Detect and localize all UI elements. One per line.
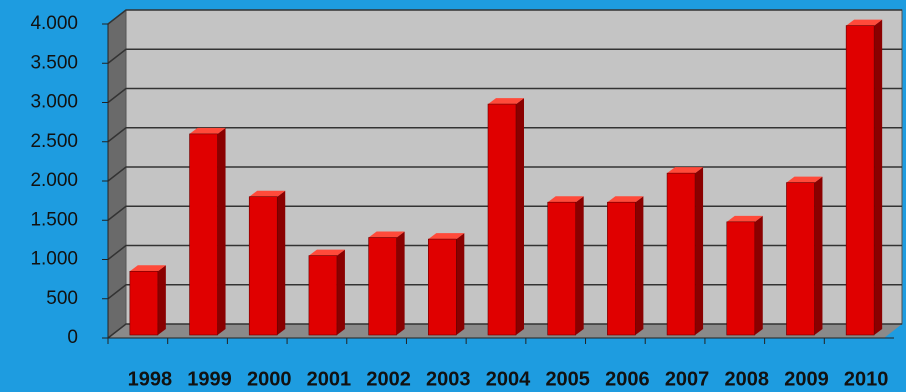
bar-top — [189, 127, 226, 134]
x-tick-label: 2000 — [247, 368, 292, 390]
grid-line — [107, 87, 902, 104]
x-tick-label: 2008 — [725, 368, 770, 390]
bar-top — [308, 249, 345, 256]
bar-top — [488, 98, 524, 105]
bar — [368, 237, 397, 336]
x-tick-label: 2003 — [426, 368, 471, 390]
bar — [607, 201, 636, 336]
bar — [129, 270, 159, 336]
bar-side — [217, 127, 226, 336]
x-tick-label: 2007 — [665, 368, 710, 390]
bar-top — [368, 231, 405, 238]
bar-side — [157, 265, 166, 335]
bar — [487, 103, 517, 336]
y-tick-label: 3.500 — [30, 52, 78, 73]
x-tick-label: 2010 — [844, 368, 889, 390]
bar-top — [428, 233, 465, 240]
y-tick-label: 500 — [46, 288, 78, 309]
bar — [845, 25, 875, 336]
x-tick-label: 1998 — [128, 368, 173, 390]
bar-top — [786, 176, 823, 183]
bar-top — [726, 215, 763, 222]
grid-line — [107, 166, 902, 182]
bar-side — [695, 167, 704, 335]
bar-top — [607, 196, 644, 203]
bar — [248, 196, 278, 336]
y-tick-label: 2.000 — [30, 170, 78, 191]
grid-line — [107, 48, 902, 64]
bar-side — [277, 190, 286, 335]
bar-side — [814, 176, 823, 335]
x-tick-label: 2009 — [784, 368, 829, 390]
x-tick-label: 2005 — [545, 368, 590, 390]
bar — [428, 238, 457, 336]
bar-top — [667, 167, 704, 174]
x-tick-label: 1999 — [187, 368, 232, 390]
bar-side — [396, 231, 405, 335]
bar — [786, 182, 815, 336]
x-tick-label: 2006 — [605, 368, 650, 390]
y-tick-label: 4.000 — [30, 13, 78, 34]
bar — [666, 172, 696, 336]
bar-top — [129, 265, 166, 272]
bar-side — [575, 196, 584, 335]
bar-side — [456, 233, 465, 335]
y-tick-label: 1.500 — [30, 209, 78, 230]
x-tick-label: 2002 — [366, 368, 411, 390]
bar-top — [846, 19, 883, 26]
bar-side — [754, 215, 763, 335]
bar — [547, 201, 576, 336]
bar-side — [516, 98, 524, 335]
y-tick-label: 1.000 — [30, 249, 78, 270]
y-tick-label: 3.000 — [30, 92, 78, 113]
x-tick-label: 2004 — [486, 368, 531, 390]
bar-side — [336, 249, 345, 335]
x-tick-label: 2001 — [307, 368, 352, 390]
y-tick-label: 2.500 — [30, 131, 78, 152]
bar-top — [249, 190, 286, 197]
grid-line — [107, 127, 902, 143]
y-tick-label: 0 — [67, 327, 78, 348]
bar-top — [547, 196, 584, 203]
bar-side — [874, 19, 883, 335]
bar — [308, 255, 338, 336]
bar-side — [635, 196, 644, 335]
bar — [726, 221, 756, 336]
bar — [189, 133, 218, 336]
grid-line — [107, 9, 902, 25]
